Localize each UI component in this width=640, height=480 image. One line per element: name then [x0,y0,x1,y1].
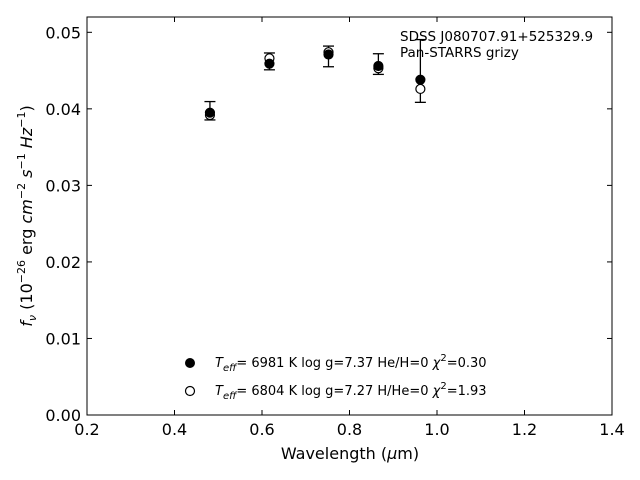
plot-area: 0.2 0.4 0.6 0.8 1.0 1.2 1.4 0.00 0.01 0.02 0.03 0.0… [45,16,625,439]
annotation-object-name: SDSS J080707.91+525329.9 [400,29,593,45]
model-point-filled [204,107,216,118]
legend-marker-filled [185,358,195,368]
x-tick-label: 0.2 [74,420,99,439]
y-tick-label: 0.01 [45,329,81,348]
x-tick-label: 0.8 [337,420,362,439]
model-point-filled [373,60,384,72]
annotation-survey: Pan-STARRS grizy [400,45,519,61]
x-tick-label: 1.4 [599,420,624,439]
x-axis-label: Wavelength (μm) [281,444,419,463]
model-point-filled [415,74,426,85]
y-axis-label: fν (10−26 erg cm−2 s−1 Hz−1) [15,105,39,326]
y-tick-label: 0.04 [45,100,81,119]
y-tick-label: 0.02 [45,253,81,272]
model-point-open [415,83,426,95]
legend-entry-filled: Teff= 6981 K log g=7.37 He/H=0 χ2=0.30 [215,353,487,374]
y-tick-label: 0.00 [45,406,81,425]
legend-marker-open [184,385,196,397]
x-tick-label: 1.2 [512,420,537,439]
y-tick-label: 0.03 [45,176,81,195]
model-point-filled [264,58,275,69]
x-tick-label: 1.0 [424,420,449,439]
legend-entry-open: Teff= 6804 K log g=7.27 H/He=0 χ2=1.93 [215,381,487,402]
legend: Teff= 6981 K log g=7.37 He/H=0 χ2=0.30 T… [184,353,487,402]
y-tick-label: 0.05 [45,23,81,42]
model-point-filled [323,49,334,60]
x-tick-label: 0.6 [249,420,274,439]
x-tick-label: 0.4 [162,420,187,439]
